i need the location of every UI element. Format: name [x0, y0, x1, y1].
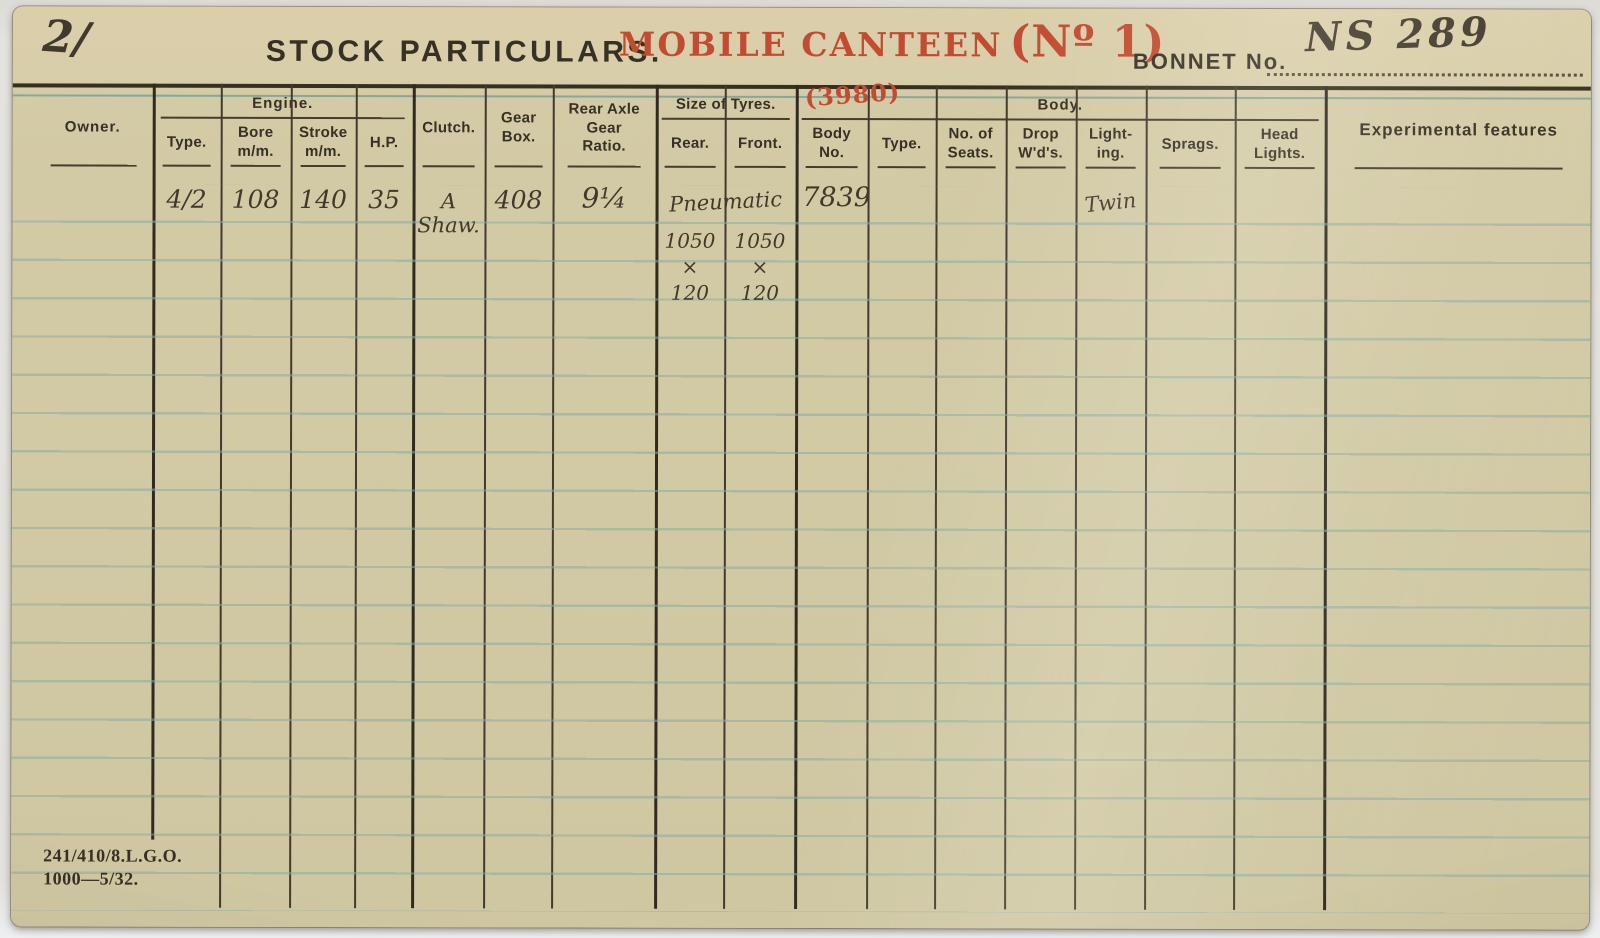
header-underline — [567, 165, 641, 168]
header-underline — [1244, 166, 1315, 170]
column-header-experimental-features: Experimental features — [1359, 120, 1559, 140]
entry-hp: 35 — [368, 185, 400, 215]
header-underline — [1354, 167, 1563, 170]
entry-lighting: Twin — [1083, 188, 1138, 218]
column-header-gear-box: Gear Box. — [501, 109, 537, 146]
entry-tyre-rear-size: 1050 × 120 — [664, 228, 716, 305]
entry-clutch: A Shaw. — [417, 189, 480, 238]
header-underline — [734, 165, 786, 168]
header-underline — [1015, 166, 1066, 169]
column-header-body-type: Type. — [881, 134, 922, 152]
card-title: STOCK PARTICULARS. — [265, 34, 663, 69]
entry-rear-axle-gear-ratio: 9¼ — [581, 181, 627, 215]
column-rule — [934, 85, 938, 910]
header-underline — [1159, 166, 1221, 169]
entry-stroke: 140 — [299, 184, 347, 215]
column-header-clutch: Clutch. — [422, 118, 476, 136]
group-header-engine: Engine. — [252, 94, 314, 112]
entry-tyre-front-size: 1050 × 120 — [734, 228, 786, 305]
column-header-owner: Owner. — [64, 118, 121, 136]
header-underline — [162, 164, 211, 167]
column-rule — [1004, 85, 1008, 910]
header-underline — [50, 164, 137, 167]
column-header-rear-axle-gear-ratio: Rear Axle Gear Ratio. — [568, 100, 640, 156]
red-title-text: MOBILE CANTEEN — [618, 24, 1003, 65]
header-underline — [230, 164, 281, 167]
header-underline — [364, 165, 404, 168]
column-header-bore: Bore m/m. — [237, 124, 274, 160]
column-header-engine-type: Type. — [166, 133, 207, 151]
column-header-hp: H.P. — [369, 133, 399, 151]
column-header-seats: No. of Seats. — [947, 125, 994, 162]
header-underline — [877, 166, 926, 169]
header-underline — [945, 166, 996, 169]
column-header-stroke: Stroke m/m. — [298, 124, 348, 161]
column-rule — [1233, 85, 1237, 910]
entry-tyres-note: Pneumatic — [668, 187, 783, 217]
header-underline — [494, 165, 543, 168]
entry-bore: 108 — [231, 184, 280, 214]
column-rule — [1323, 86, 1328, 911]
header-underline — [1085, 166, 1136, 169]
bonnet-no-value: NS 289 — [1304, 8, 1493, 62]
entry-body-no: 7839 — [802, 182, 871, 214]
ruled-lines — [11, 184, 1591, 914]
stock-particulars-card: 2/ STOCK PARTICULARS. MOBILE CANTEEN (Nº… — [11, 6, 1591, 930]
column-header-lighting: Light- ing. — [1088, 125, 1133, 162]
entry-engine-type: 4/2 — [166, 184, 207, 214]
column-header-sprags: Sprags. — [1161, 135, 1219, 153]
entry-gear-box: 408 — [494, 185, 543, 215]
column-header-body-no: Body No. — [812, 125, 852, 162]
column-header-drop-windows: Drop W'd's. — [1018, 125, 1064, 162]
header-underline — [805, 166, 858, 169]
column-header-tyre-front: Front. — [738, 134, 783, 152]
column-header-tyre-rear: Rear. — [671, 134, 710, 152]
column-header-head-lights: Head Lights. — [1254, 126, 1306, 163]
form-reference: 241/410/8.L.G.O. 1000—5/32. — [43, 845, 183, 889]
corner-mark: 2/ — [41, 10, 92, 66]
header-underline — [664, 165, 716, 168]
header-underline — [422, 165, 475, 168]
red-title-annotation: MOBILE CANTEEN (Nº 1) — [618, 16, 1166, 67]
header-underline — [300, 164, 346, 168]
bonnet-no-label: BONNET No. — [1132, 48, 1288, 75]
